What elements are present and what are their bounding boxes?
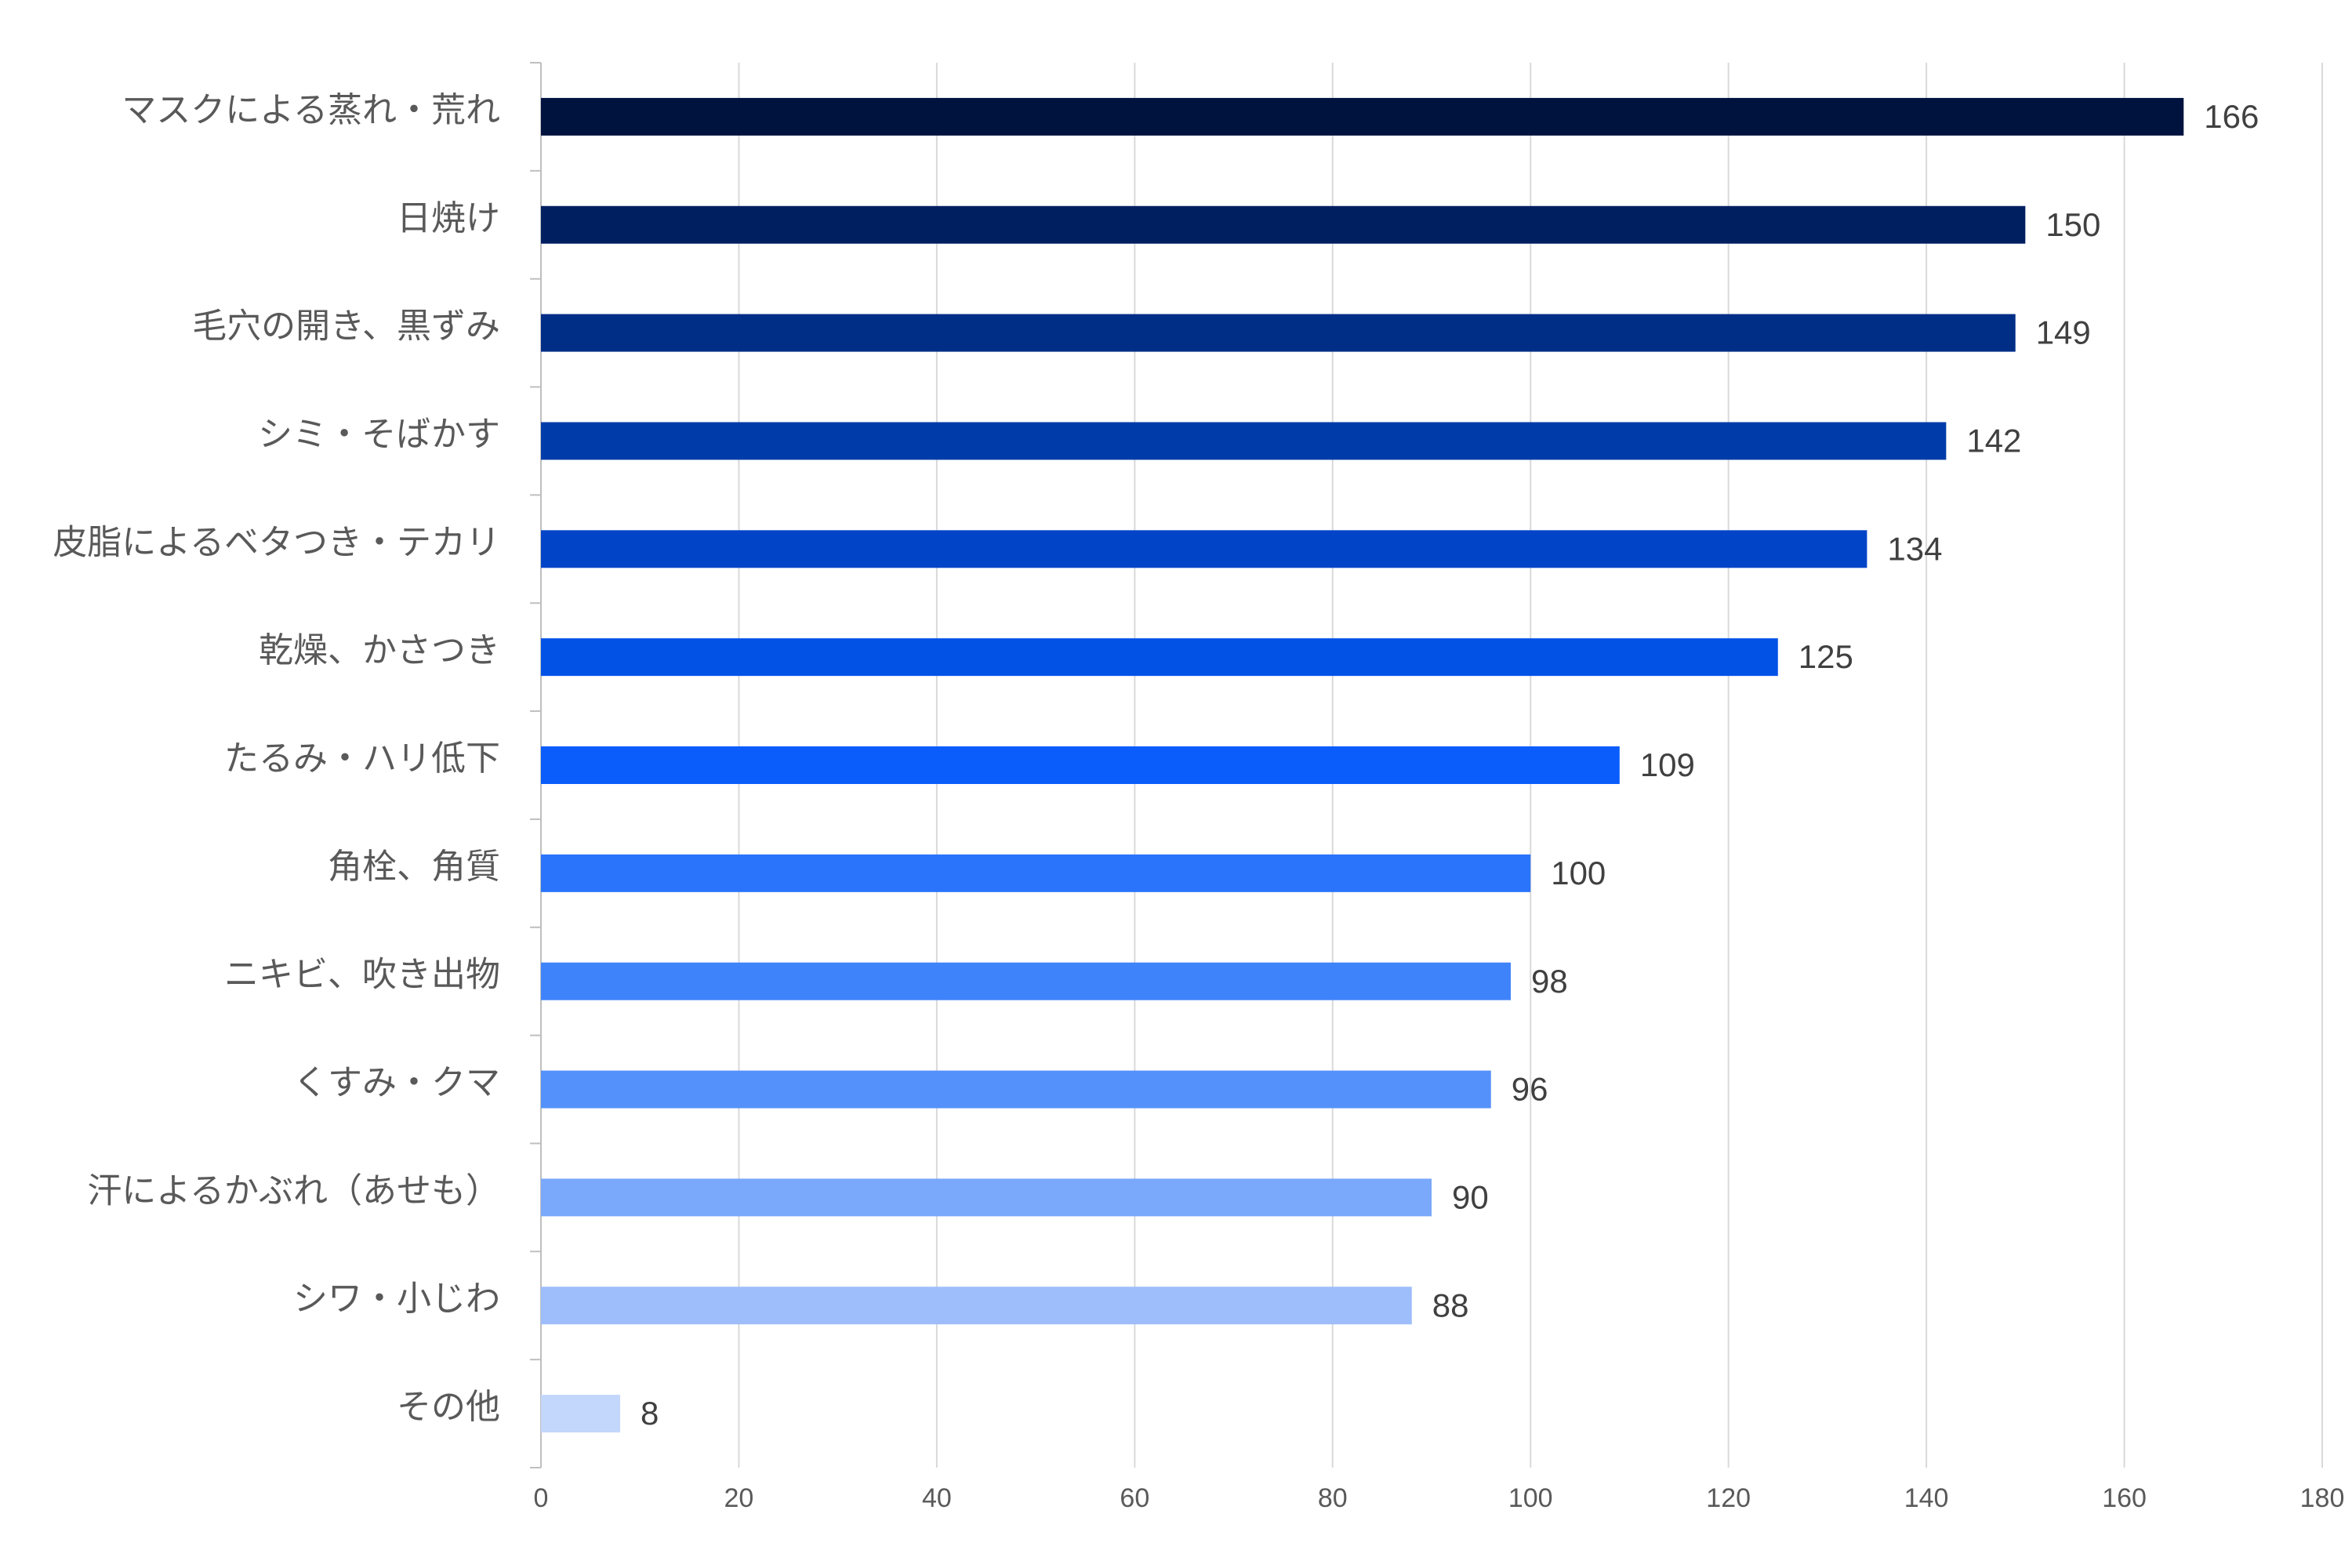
bar bbox=[541, 1178, 1432, 1217]
x-tick-label: 160 bbox=[2102, 1483, 2147, 1513]
value-label: 109 bbox=[1640, 746, 1695, 783]
category-label: くすみ・クマ bbox=[293, 1063, 500, 1103]
x-tick-label: 0 bbox=[534, 1483, 549, 1513]
category-label: ニキビ、吹き出物 bbox=[224, 955, 500, 995]
category-label: 日焼け bbox=[397, 198, 500, 238]
x-tick-label: 20 bbox=[724, 1483, 754, 1513]
axes bbox=[530, 62, 542, 1468]
category-label: 汗によるかぶれ（あせも） bbox=[87, 1171, 500, 1210]
bar bbox=[541, 962, 1511, 1000]
bar bbox=[541, 530, 1867, 568]
x-tick-label: 120 bbox=[1706, 1483, 1751, 1513]
x-tick-label: 80 bbox=[1318, 1483, 1348, 1513]
value-label: 88 bbox=[1432, 1287, 1469, 1323]
bar bbox=[541, 854, 1531, 892]
value-label: 134 bbox=[1887, 530, 1942, 567]
bar bbox=[541, 1395, 620, 1433]
value-label: 125 bbox=[1798, 638, 1853, 675]
labels: 0 20 40 60 80 100 120 140 160 180 マスクによる蒸れ・荒れ 166 日焼… bbox=[53, 90, 2344, 1513]
bar bbox=[541, 1287, 1412, 1325]
x-tick-label: 100 bbox=[1508, 1483, 1553, 1513]
value-label: 8 bbox=[641, 1395, 659, 1432]
category-label: たるみ・ハリ低下 bbox=[224, 739, 500, 779]
value-label: 96 bbox=[1512, 1071, 1548, 1108]
value-label: 142 bbox=[1966, 423, 2021, 459]
x-tick-label: 40 bbox=[922, 1483, 952, 1513]
category-label: 毛穴の開き、黒ずみ bbox=[192, 307, 500, 347]
category-label: シワ・小じわ bbox=[293, 1279, 500, 1319]
bar bbox=[541, 746, 1620, 784]
x-tick-label: 60 bbox=[1120, 1483, 1149, 1513]
bars bbox=[541, 97, 2184, 1433]
category-label: 乾燥、かさつき bbox=[259, 630, 500, 670]
value-label: 98 bbox=[1531, 963, 1568, 1000]
value-label: 90 bbox=[1452, 1178, 1489, 1215]
bar bbox=[541, 97, 2184, 136]
bar bbox=[541, 1070, 1491, 1109]
category-label: その他 bbox=[397, 1387, 500, 1427]
bar bbox=[541, 205, 2026, 244]
category-label: シミ・そばかす bbox=[258, 414, 500, 454]
value-label: 149 bbox=[2036, 314, 2091, 351]
category-label: 皮脂によるベタつき・テカリ bbox=[53, 522, 500, 562]
bar bbox=[541, 422, 1947, 460]
value-label: 166 bbox=[2204, 98, 2259, 135]
x-tick-label: 140 bbox=[1904, 1483, 1949, 1513]
category-label: マスクによる蒸れ・荒れ bbox=[122, 90, 500, 130]
bar bbox=[541, 638, 1778, 677]
value-label: 100 bbox=[1551, 855, 1606, 891]
category-label: 角栓、角質 bbox=[328, 847, 500, 887]
value-label: 150 bbox=[2045, 206, 2100, 243]
x-tick-label: 180 bbox=[2300, 1483, 2345, 1513]
bar bbox=[541, 314, 2016, 352]
